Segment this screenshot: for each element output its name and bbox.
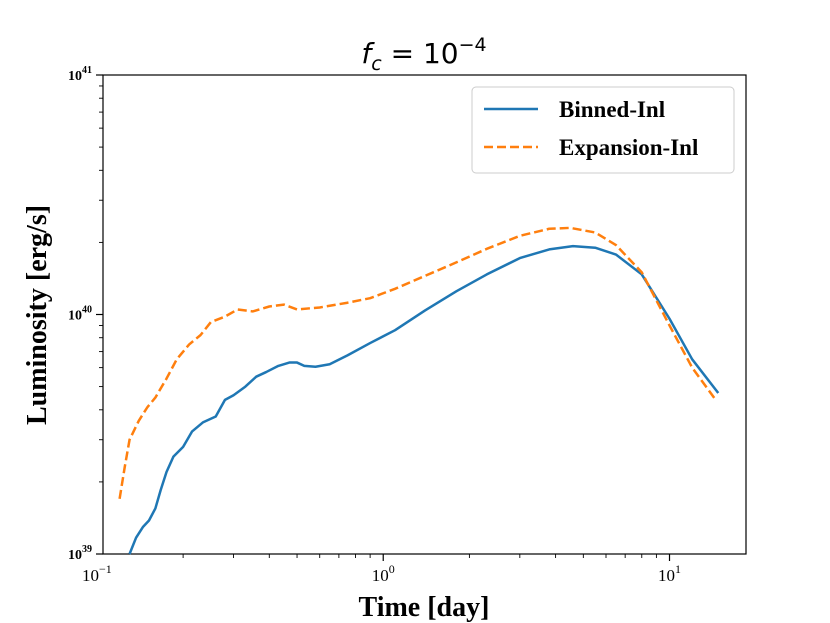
title-sup: −4	[459, 34, 487, 56]
legend-label-expansion-inl: Expansion-Inl	[559, 135, 698, 160]
title-mid: = 10	[382, 37, 459, 70]
series-line-expansion-inl	[118, 226, 717, 500]
x-axis-ticks: 10−1 100 101	[82, 554, 681, 585]
y-axis-ticks: 1039 1040 1041	[68, 65, 103, 563]
y-tick-label: 1039	[68, 544, 92, 563]
x-tick-label: 100	[372, 562, 395, 585]
legend: Binned-Inl Expansion-Inl	[471, 86, 735, 174]
y-axis-label: Luminosity [erg/s]	[22, 205, 53, 425]
x-axis-label: Time [day]	[359, 592, 490, 623]
y-tick-label: 1040	[68, 305, 92, 324]
x-tick-label: 101	[658, 562, 681, 585]
y-tick-label: 1041	[68, 65, 92, 84]
series-lines	[118, 226, 720, 555]
legend-label-binned-inl: Binned-Inl	[559, 97, 665, 122]
chart-title: fc = 10−4	[361, 34, 486, 75]
x-tick-label: 10−1	[82, 562, 112, 585]
title-sub: c	[371, 53, 382, 75]
series-line-binned-inl	[128, 244, 720, 555]
